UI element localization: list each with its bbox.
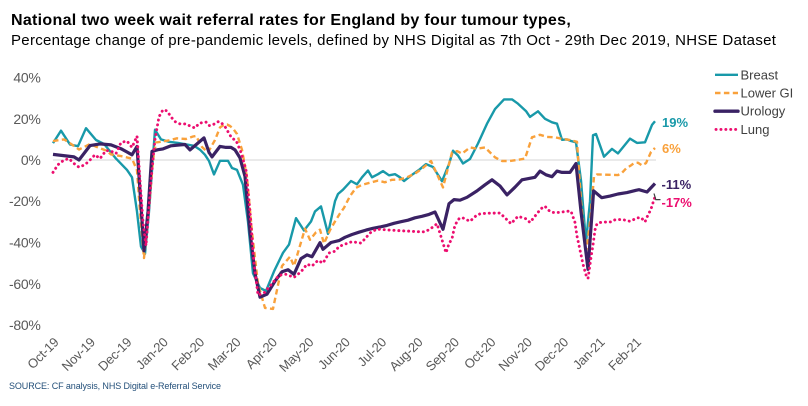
svg-text:Lung: Lung (741, 122, 770, 137)
svg-text:19%: 19% (662, 115, 688, 130)
svg-text:-20%: -20% (9, 193, 40, 209)
svg-text:-60%: -60% (9, 276, 40, 292)
svg-text:20%: 20% (13, 111, 40, 127)
svg-text:40%: 40% (13, 70, 40, 86)
svg-text:0%: 0% (21, 152, 41, 168)
svg-text:Breast: Breast (741, 67, 779, 82)
svg-text:-17%: -17% (662, 195, 693, 210)
svg-text:Lower GI: Lower GI (741, 86, 794, 101)
svg-text:Urology: Urology (741, 104, 786, 119)
svg-text:6%: 6% (662, 141, 681, 156)
svg-text:-80%: -80% (9, 317, 40, 333)
svg-text:-40%: -40% (9, 235, 40, 251)
svg-text:-11%: -11% (662, 177, 692, 192)
